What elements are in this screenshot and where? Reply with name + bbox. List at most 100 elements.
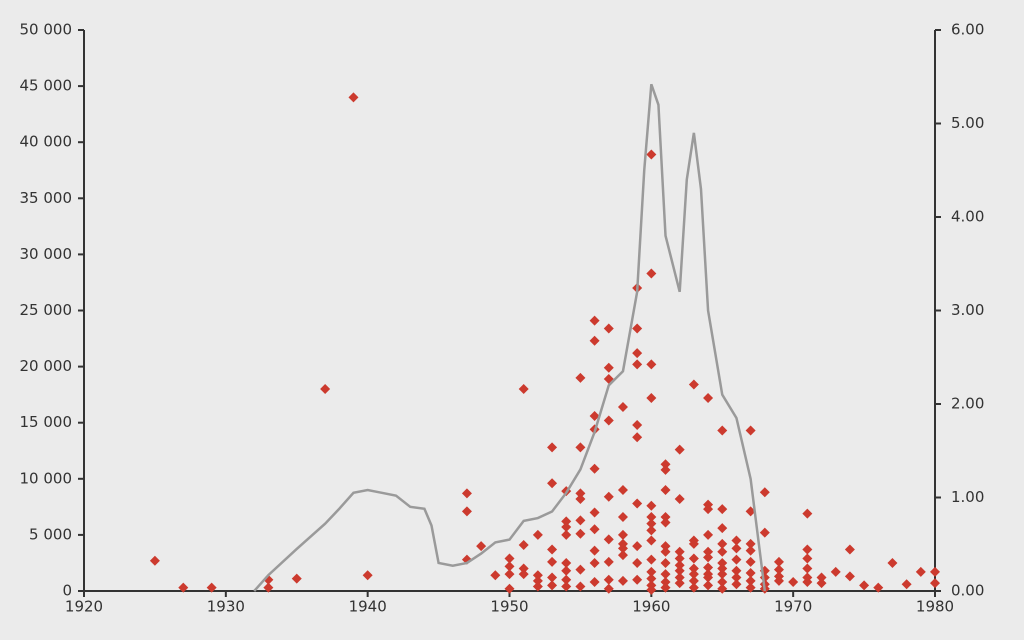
- point: [632, 541, 643, 552]
- x-tick-label: 1930: [207, 598, 245, 616]
- point: [589, 335, 600, 346]
- point: [589, 410, 600, 421]
- y-tick-label: 35 000: [20, 189, 73, 207]
- point: [646, 535, 657, 546]
- point: [575, 442, 586, 453]
- point: [617, 550, 628, 561]
- point: [745, 425, 756, 436]
- point: [632, 348, 643, 359]
- point: [646, 518, 657, 529]
- y2-tick-label: 2.00: [951, 395, 984, 413]
- point: [575, 493, 586, 504]
- point: [575, 488, 586, 499]
- x-tick-label: 1950: [490, 598, 528, 616]
- point: [547, 556, 558, 567]
- point: [703, 529, 714, 540]
- point: [561, 529, 572, 540]
- point: [575, 528, 586, 539]
- point: [589, 557, 600, 568]
- y2-tick-label: 1.00: [951, 488, 984, 506]
- point: [660, 485, 671, 496]
- point: [603, 574, 614, 585]
- point: [575, 581, 586, 592]
- x-tick-label: 1980: [916, 598, 954, 616]
- point: [844, 571, 855, 582]
- point: [561, 565, 572, 576]
- point: [547, 544, 558, 555]
- point: [887, 557, 898, 568]
- point: [930, 566, 940, 577]
- point: [561, 581, 572, 592]
- point: [901, 579, 912, 590]
- y-tick-label: 40 000: [20, 133, 73, 151]
- density-line: [253, 83, 767, 592]
- point: [731, 543, 742, 554]
- point: [603, 362, 614, 373]
- point: [688, 553, 699, 564]
- point: [561, 516, 572, 527]
- point: [731, 565, 742, 576]
- point: [745, 506, 756, 517]
- point: [717, 504, 728, 515]
- point: [646, 584, 657, 595]
- point: [873, 582, 884, 593]
- y-tick-label: 20 000: [20, 357, 73, 375]
- y-tick-label: 30 000: [20, 245, 73, 263]
- point: [788, 577, 799, 588]
- point: [532, 575, 543, 586]
- point: [547, 478, 558, 489]
- y-tick-label: 50 000: [20, 21, 73, 39]
- point: [291, 573, 302, 584]
- point: [802, 508, 813, 519]
- point: [263, 582, 274, 593]
- point: [646, 525, 657, 536]
- point: [646, 500, 657, 511]
- point: [518, 563, 529, 574]
- point: [561, 522, 572, 533]
- point: [518, 569, 529, 580]
- point: [660, 459, 671, 470]
- point: [561, 557, 572, 568]
- point: [589, 315, 600, 326]
- point: [532, 529, 543, 540]
- point: [717, 425, 728, 436]
- point: [816, 572, 827, 583]
- point: [632, 557, 643, 568]
- y-tick-label: 10 000: [20, 469, 73, 487]
- point: [603, 583, 614, 594]
- y2-tick-label: 5.00: [951, 114, 984, 132]
- point: [348, 92, 359, 103]
- point: [930, 578, 940, 589]
- point: [802, 577, 813, 588]
- point: [490, 570, 501, 581]
- point: [603, 491, 614, 502]
- point: [773, 564, 784, 575]
- point: [703, 546, 714, 557]
- x-tick-label: 1960: [632, 598, 670, 616]
- point: [674, 578, 685, 589]
- point: [547, 572, 558, 583]
- point: [504, 569, 515, 580]
- point: [603, 556, 614, 567]
- point: [802, 544, 813, 555]
- point: [703, 393, 714, 404]
- x-tick-label: 1970: [774, 598, 812, 616]
- point: [206, 582, 217, 593]
- point: [646, 359, 657, 370]
- y-tick-label: 45 000: [20, 77, 73, 95]
- point: [646, 149, 657, 160]
- point: [731, 554, 742, 565]
- point: [660, 569, 671, 580]
- point: [504, 553, 515, 564]
- point: [149, 555, 160, 566]
- point: [178, 582, 189, 593]
- point: [915, 566, 926, 577]
- point: [759, 527, 770, 538]
- point: [703, 572, 714, 583]
- point: [518, 384, 529, 395]
- point: [632, 359, 643, 370]
- point: [547, 442, 558, 453]
- point: [589, 577, 600, 588]
- point: [504, 561, 515, 572]
- point: [617, 401, 628, 412]
